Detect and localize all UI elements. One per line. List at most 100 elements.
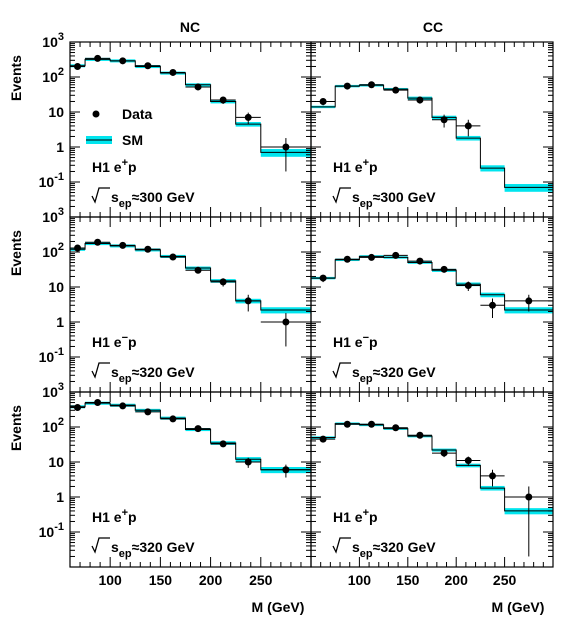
x-tick-label: 150 — [149, 572, 173, 588]
plot-area — [311, 251, 553, 319]
dataset-label: H1 e+p — [333, 157, 378, 175]
data-point — [74, 62, 82, 70]
x-tick-label: 250 — [249, 572, 273, 588]
x-tick-label: 100 — [98, 572, 122, 588]
data-point — [440, 265, 448, 273]
data-point — [244, 113, 252, 121]
x-tick-label: 150 — [396, 572, 420, 588]
data-point — [169, 253, 177, 261]
y-tick-label: 10 — [48, 454, 64, 470]
y-tick-label: 103 — [42, 381, 64, 400]
data-point — [343, 420, 351, 428]
sqrt-symbol-icon — [332, 187, 351, 204]
legend-data-label: Data — [122, 106, 153, 122]
data-point — [464, 282, 472, 290]
plot-area — [70, 238, 311, 347]
dataset-label: H1 e−p — [333, 332, 378, 350]
data-point — [440, 116, 448, 124]
energy-label: sep≈320 GeV — [111, 364, 195, 385]
data-point — [144, 245, 152, 253]
y-tick-label: 1 — [56, 489, 64, 505]
data-point — [219, 440, 227, 448]
energy-label: sep≈320 GeV — [352, 539, 436, 560]
y-tick-label: 103 — [42, 206, 64, 225]
data-point — [392, 251, 400, 259]
data-point — [169, 415, 177, 423]
plot-area — [311, 420, 553, 557]
energy-label: sep≈320 GeV — [111, 539, 195, 560]
data-point — [94, 54, 102, 62]
x-tick-label: 100 — [348, 572, 372, 588]
plot-area — [70, 54, 311, 172]
y-tick-label: 10 — [48, 104, 64, 120]
data-point — [144, 408, 152, 416]
dataset-label: H1 e+p — [92, 507, 137, 525]
data-point — [416, 431, 424, 439]
data-point — [343, 255, 351, 263]
data-point — [219, 96, 227, 104]
y-tick-label: 102 — [42, 241, 64, 260]
data-point — [219, 278, 227, 286]
plot-area — [311, 81, 553, 192]
data-point — [368, 253, 375, 261]
energy-label: sep≈300 GeV — [352, 189, 436, 210]
sqrt-symbol-icon — [332, 362, 351, 379]
sm-histogram — [70, 242, 311, 311]
y-tick-label: 10-1 — [39, 521, 64, 540]
data-point — [464, 122, 472, 130]
data-point — [343, 82, 351, 90]
sm-histogram — [70, 402, 311, 471]
data-point — [119, 402, 127, 410]
data-point — [144, 62, 152, 70]
y-axis-label-row-2: Events — [8, 230, 24, 276]
data-point — [440, 449, 448, 457]
data-point — [416, 96, 424, 104]
data-point — [194, 425, 202, 433]
y-tick-label: 10-1 — [39, 171, 64, 190]
panel-frame — [310, 391, 554, 568]
column-title-nc: NC — [180, 19, 200, 35]
y-tick-label: 102 — [42, 66, 64, 85]
data-point — [74, 404, 82, 412]
sm-histogram — [311, 423, 553, 512]
data-point — [244, 297, 252, 305]
data-point — [489, 301, 496, 309]
y-tick-label: 103 — [42, 31, 64, 50]
legend-sm-label: SM — [122, 132, 143, 148]
data-point — [282, 466, 290, 474]
sqrt-symbol-icon — [91, 362, 110, 379]
data-point — [368, 81, 375, 89]
data-point — [392, 424, 400, 432]
data-point — [194, 266, 202, 274]
data-point — [416, 257, 424, 265]
y-tick-label: 10 — [48, 279, 64, 295]
y-axis-label-row-1: Events — [8, 55, 24, 101]
data-point — [319, 435, 327, 443]
sqrt-symbol-icon — [91, 537, 110, 554]
y-tick-label: 102 — [42, 416, 64, 435]
data-point — [525, 493, 533, 501]
data-point — [525, 297, 533, 305]
sqrt-symbol-icon — [91, 187, 110, 204]
data-point — [489, 472, 496, 480]
data-point — [119, 57, 127, 65]
data-point — [94, 399, 102, 407]
y-axis-label-row-3: Events — [8, 405, 24, 451]
x-tick-label: 200 — [199, 572, 223, 588]
data-point — [74, 244, 82, 252]
y-tick-label: 1 — [56, 139, 64, 155]
dataset-label: H1 e+p — [92, 157, 137, 175]
data-point — [194, 83, 202, 91]
sqrt-symbol-icon — [332, 537, 351, 554]
plot-area — [70, 399, 311, 478]
dataset-label: H1 e+p — [333, 507, 378, 525]
y-tick-label: 1 — [56, 314, 64, 330]
sm-histogram — [311, 255, 553, 311]
x-axis-label-nc: M (GeV) — [252, 599, 305, 615]
energy-label: sep≈300 GeV — [111, 189, 195, 210]
data-point — [119, 241, 127, 249]
data-point — [464, 457, 472, 465]
data-point — [282, 318, 290, 326]
